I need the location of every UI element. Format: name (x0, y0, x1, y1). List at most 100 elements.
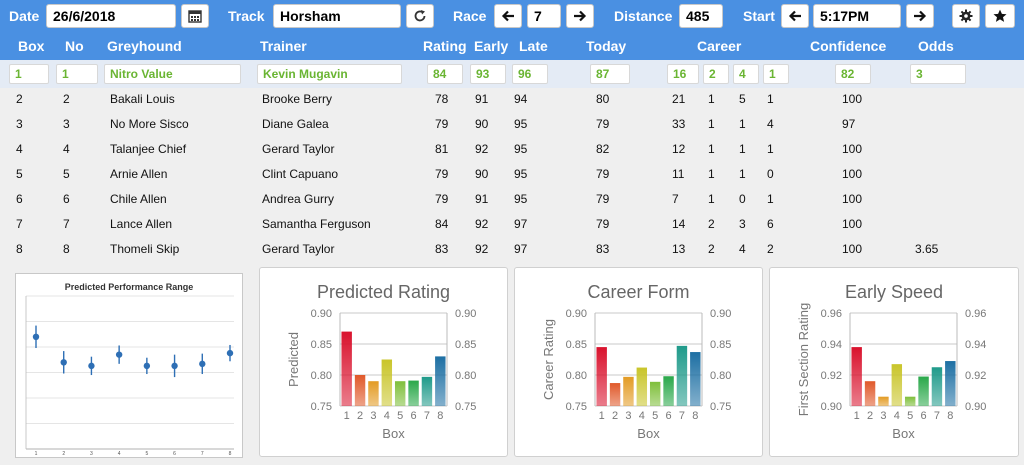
cell-career-wins[interactable]: 2 (703, 64, 729, 84)
cell-odds[interactable]: 3 (910, 64, 966, 84)
track-input[interactable]: Horsham (273, 4, 401, 28)
y-tick-label: 0.80 (566, 370, 587, 382)
prev-race-button[interactable] (494, 4, 522, 28)
cell-greyhound: Talanjee Chief (110, 142, 187, 156)
cell-trainer: Diane Galea (262, 117, 329, 131)
cell-box[interactable]: 1 (9, 64, 49, 84)
table-row[interactable]: 3 3 No More Sisco Diane Galea 79 90 95 79 33 1 1 4 9… (0, 115, 1024, 140)
col-trainer[interactable]: Trainer (260, 38, 307, 54)
cell-box: 3 (16, 117, 23, 131)
data-point (115, 351, 123, 358)
cell-c3: 4 (739, 242, 746, 256)
cell-odds: 3.65 (915, 242, 939, 256)
cell-early[interactable]: 93 (470, 64, 506, 84)
data-point (199, 360, 206, 368)
date-label: Date (9, 8, 40, 24)
x-tick-label: 1 (854, 410, 860, 422)
cell-no[interactable]: 1 (56, 64, 98, 84)
x-tick-label: 5 (907, 410, 913, 422)
cell-rating[interactable]: 84 (427, 64, 463, 84)
bar (341, 331, 352, 406)
y-tick-label: 0.75 (311, 401, 332, 413)
cell-trainer[interactable]: Kevin Mugavin (257, 64, 402, 84)
x-tick-label: 4 (118, 451, 121, 457)
col-no[interactable]: No (65, 38, 84, 54)
x-tick-label: 1 (35, 451, 38, 457)
y-tick-label-right: 0.75 (710, 401, 731, 413)
x-axis-label: Box (892, 426, 915, 441)
bar (864, 381, 876, 406)
x-tick-label: 2 (612, 410, 618, 422)
col-career[interactable]: Career (697, 38, 742, 54)
x-tick-label: 8 (947, 410, 953, 422)
prev-start-button[interactable] (781, 4, 809, 28)
cell-greyhound: Lance Allen (110, 217, 173, 231)
bar (851, 347, 862, 406)
chart-title: Predicted Rating (316, 282, 451, 302)
distance-input[interactable]: 485 (679, 4, 723, 28)
x-tick-label: 4 (384, 410, 390, 422)
table-row[interactable]: 6 6 Chile Allen Andrea Gurry 79 91 95 79 7 1 0 1 100 (0, 190, 1024, 215)
x-tick-label: 7 (679, 410, 685, 422)
x-tick-label: 8 (229, 451, 232, 457)
cell-c2: 2 (708, 217, 715, 231)
col-box[interactable]: Box (18, 38, 45, 54)
next-race-button[interactable] (566, 4, 594, 28)
y-tick-label: 0.85 (311, 339, 332, 351)
bar (408, 380, 419, 406)
col-confidence[interactable]: Confidence (810, 38, 887, 54)
col-rating[interactable]: Rating (423, 38, 467, 54)
col-greyhound[interactable]: Greyhound (107, 38, 182, 54)
calendar-button[interactable] (181, 4, 209, 28)
x-tick-label: 3 (625, 410, 631, 422)
col-late[interactable]: Late (519, 38, 548, 54)
table-row[interactable]: 8 8 Thomeli Skip Gerard Taylor 83 92 97 83 13 2 4 2… (0, 240, 1024, 265)
col-early[interactable]: Early (474, 38, 509, 54)
cell-early: 92 (475, 142, 489, 156)
race-input[interactable]: 7 (527, 4, 561, 28)
table-row[interactable]: 5 5 Arnie Allen Clint Capuano 79 90 95 79 11 1 1 0 1… (0, 165, 1024, 190)
cell-no: 5 (63, 167, 70, 181)
x-tick-label: 5 (145, 451, 148, 457)
data-point (171, 362, 178, 370)
cell-box: 4 (16, 142, 23, 156)
cell-today: 82 (596, 142, 610, 156)
cell-late[interactable]: 96 (512, 64, 548, 84)
cell-c4: 0 (767, 167, 774, 181)
x-tick-label: 6 (921, 410, 927, 422)
y-tick-label-right: 0.96 (965, 308, 986, 320)
cell-c1: 7 (672, 192, 679, 206)
col-odds[interactable]: Odds (918, 38, 954, 54)
cell-today[interactable]: 87 (590, 64, 630, 84)
next-start-button[interactable] (906, 4, 934, 28)
cell-confidence: 100 (842, 242, 863, 256)
cell-career-starts[interactable]: 16 (667, 64, 699, 84)
refresh-button[interactable] (406, 4, 434, 28)
table-row[interactable]: 2 2 Bakali Louis Brooke Berry 78 91 94 80 21 1 5 1 1… (0, 90, 1024, 115)
start-time-input[interactable]: 5:17PM (813, 4, 901, 28)
data-point (60, 359, 67, 366)
table-row-selected[interactable]: 1 1 Nitro Value Kevin Mugavin 84 93 96 8… (0, 60, 1024, 88)
x-tick-label: 1 (599, 410, 605, 422)
y-tick-label: 0.90 (566, 308, 587, 320)
chart-title: Career Form (587, 282, 690, 302)
cell-confidence[interactable]: 82 (835, 64, 871, 84)
cell-greyhound[interactable]: Nitro Value (104, 64, 241, 84)
y-tick-label: 0.85 (566, 339, 587, 351)
x-tick-label: 5 (652, 410, 658, 422)
cell-trainer: Samantha Ferguson (262, 217, 371, 231)
cell-rating: 84 (435, 217, 449, 231)
favourite-button[interactable] (985, 4, 1015, 28)
cell-no: 7 (63, 217, 70, 231)
cell-late: 95 (514, 117, 528, 131)
col-today[interactable]: Today (586, 38, 627, 54)
bar (421, 376, 433, 406)
settings-button[interactable] (952, 4, 980, 28)
table-row[interactable]: 4 4 Talanjee Chief Gerard Taylor 81 92 95 82 12 1… (0, 140, 1024, 165)
date-input[interactable]: 26/6/2018 (46, 4, 176, 28)
predicted-rating-panel: Predicted Rating 0.75 0.75 0.80 0.80 0.85 0.8… (259, 267, 508, 457)
table-row[interactable]: 7 7 Lance Allen Samantha Ferguson 84 92 97 79 14… (0, 215, 1024, 240)
cell-career-thirds[interactable]: 1 (763, 64, 789, 84)
cell-career-seconds[interactable]: 4 (733, 64, 759, 84)
